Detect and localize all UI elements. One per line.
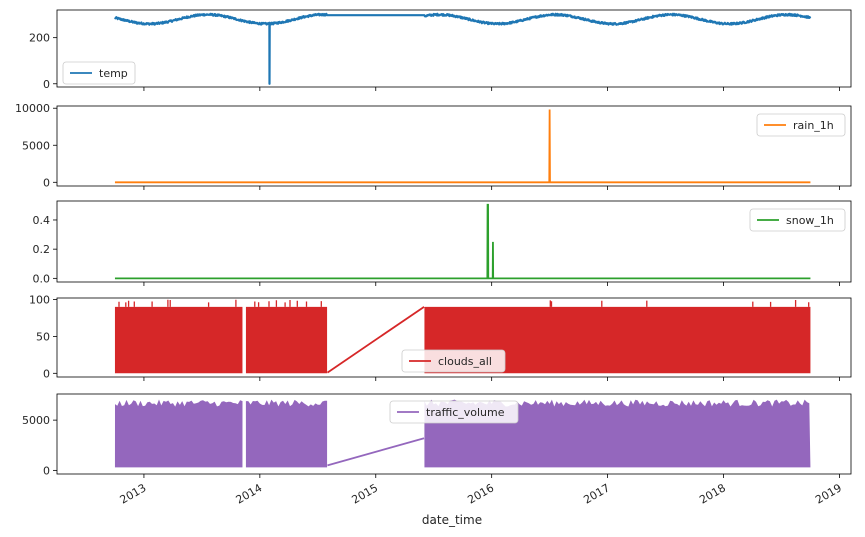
area-traffic-volume: [114, 399, 811, 468]
plot-area: [114, 399, 811, 468]
y-tick-label: 0: [43, 176, 50, 189]
x-tick-label: 2018: [697, 481, 728, 506]
subplot-rain_1h: 0 5000 10000 rain_1h: [15, 102, 852, 190]
legend: traffic_volume: [389, 400, 519, 424]
legend-box: [389, 400, 519, 424]
traffic-gap-line: [327, 437, 425, 467]
clouds-gap-line: [326, 306, 425, 374]
legend-label: snow_1h: [786, 214, 834, 227]
y-tick-label: 0.0: [33, 272, 51, 285]
x-axis-label: date_time: [422, 513, 482, 527]
legend-label: traffic_volume: [426, 406, 505, 419]
clouds-max-spikes: [118, 299, 810, 307]
legend-box: [756, 113, 846, 137]
x-axis: 2013 2014 2015 2016 2017 2018 2019: [118, 481, 844, 506]
x-tick-label: 2014: [234, 481, 265, 506]
y-tick-label: 0: [43, 78, 50, 91]
plot-area: [114, 109, 811, 184]
x-tick-label: 2016: [465, 481, 496, 506]
plot-area: [114, 299, 811, 374]
legend: temp: [62, 61, 136, 85]
y-tick-label: 100: [29, 293, 50, 306]
subplot-clouds_all: 0 50 100 clouds_all: [29, 293, 852, 381]
legend: snow_1h: [749, 208, 846, 232]
subplot-temp: 0 200 temp: [29, 9, 852, 91]
legend-label: clouds_all: [438, 355, 492, 368]
y-tick-label: 0.4: [33, 214, 51, 227]
axes-frame: [56, 393, 852, 475]
y-tick-label: 0: [43, 367, 50, 380]
legend: clouds_all: [401, 349, 506, 373]
y-tick-label: 0.2: [33, 243, 51, 256]
subplot-traffic_volume: 0 5000 traffic_volume: [22, 393, 852, 478]
line-rain-1h: [114, 109, 811, 184]
x-tick-label: 2019: [813, 481, 844, 506]
axes-frame: [56, 297, 852, 378]
legend-box: [62, 61, 136, 85]
y-tick-label: 200: [29, 32, 50, 45]
legend-label: temp: [99, 67, 128, 80]
legend-label: rain_1h: [793, 119, 834, 132]
line-snow-1h: [114, 203, 811, 280]
y-tick-label: 5000: [22, 414, 50, 427]
legend-box: [749, 208, 846, 232]
legend: rain_1h: [756, 113, 846, 137]
y-tick-label: 50: [36, 330, 50, 343]
axes-frame: [56, 9, 852, 88]
line-temp: [114, 12, 812, 85]
y-tick-label: 10000: [15, 102, 50, 115]
axes-frame: [56, 105, 852, 187]
y-tick-label: 5000: [22, 139, 50, 152]
area-clouds-all: [114, 306, 811, 374]
plot-area: [114, 203, 811, 280]
x-tick-label: 2017: [581, 481, 612, 506]
y-tick-label: 0: [43, 464, 50, 477]
x-tick-label: 2013: [118, 481, 149, 506]
axes-frame: [56, 200, 852, 283]
legend-box: [401, 349, 506, 373]
plot-area: [114, 12, 812, 85]
subplot-snow_1h: 0.0 0.2 0.4 snow_1h: [33, 200, 852, 286]
x-tick-label: 2015: [350, 481, 381, 506]
